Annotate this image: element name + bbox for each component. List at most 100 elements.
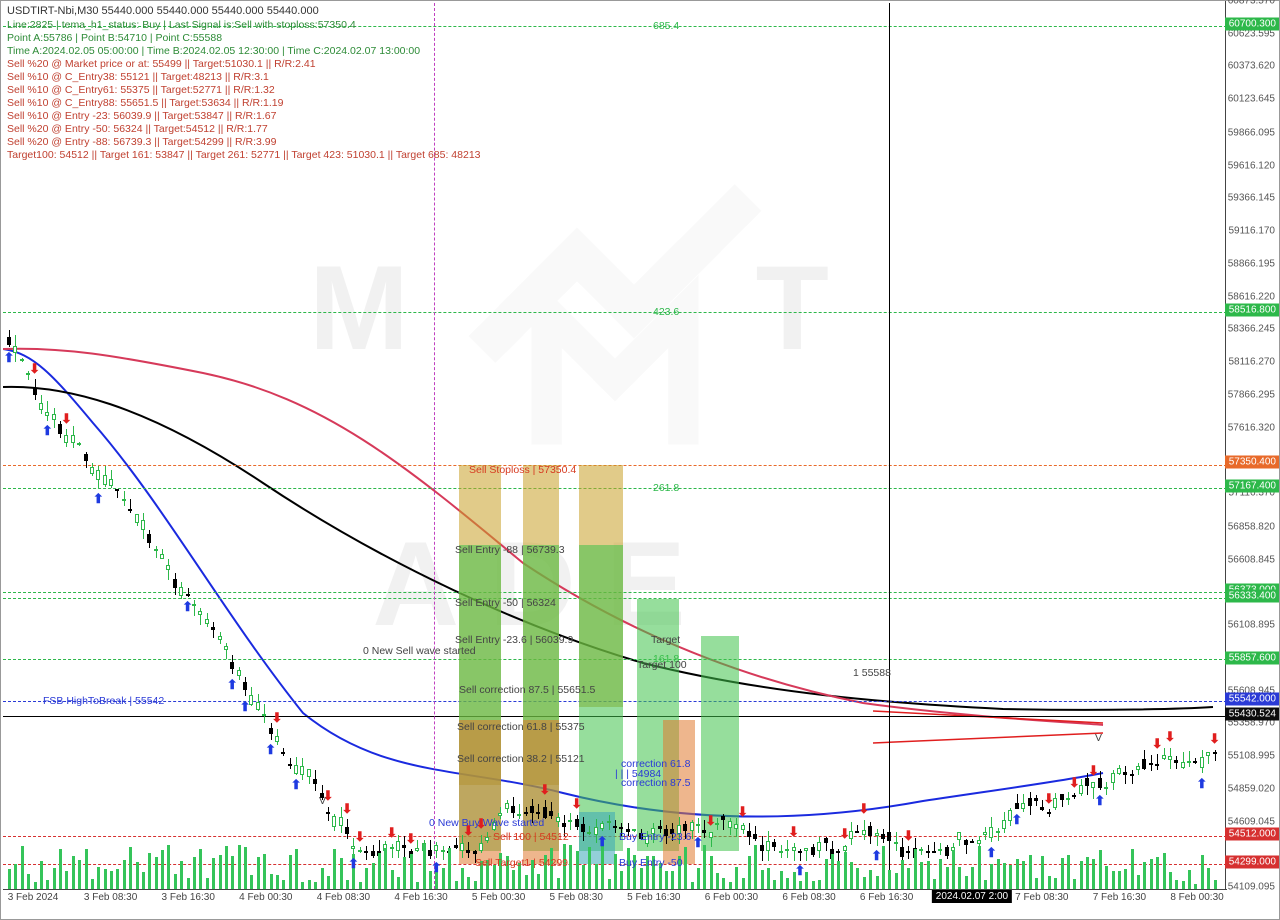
candle-body [358, 850, 362, 852]
signal-arrow-up-icon: ⬆ [1094, 796, 1105, 806]
volume-bar [780, 871, 783, 889]
candle-body [1091, 782, 1095, 788]
volume-bar [193, 857, 196, 889]
candle-body [919, 849, 923, 851]
volume-bar [837, 861, 840, 889]
candle-body [1181, 762, 1185, 768]
candle-body [135, 514, 139, 523]
volume-bar [691, 882, 694, 889]
candle-body [1200, 757, 1204, 767]
volume-bar [767, 868, 770, 889]
volume-bar [263, 854, 266, 889]
volume-bar [595, 864, 598, 889]
volume-bar [965, 876, 968, 889]
chart-annotation: Sell Stoploss | 57350.4 [469, 464, 576, 476]
candle-body [836, 851, 840, 853]
candle-wick [1132, 770, 1133, 784]
candle-body [313, 779, 317, 784]
volume-bar [914, 849, 917, 889]
volume-bar [1182, 881, 1185, 889]
volume-bar [869, 870, 872, 889]
info-line: Sell %20 @ Entry -88: 56739.3 || Target:… [7, 136, 276, 148]
info-line: Sell %10 @ C_Entry38: 55121 || Target:48… [7, 71, 269, 83]
candle-body [549, 811, 553, 816]
signal-arrow-up-icon: ⬆ [1011, 815, 1022, 825]
chart-annotation: Target [651, 634, 680, 646]
volume-bar [365, 868, 368, 889]
volume-bar [59, 849, 62, 889]
y-axis-marker: 54512.000 [1225, 828, 1279, 841]
candle-body [7, 337, 11, 346]
candle-body [875, 833, 879, 836]
volume-bar [199, 849, 202, 889]
candle-body [224, 646, 228, 650]
signal-arrow-up-icon: ⬆ [265, 745, 276, 755]
candle-body [307, 769, 311, 777]
candle-body [351, 846, 355, 849]
x-axis-label: 6 Feb 00:30 [705, 892, 758, 903]
signal-arrow-up-icon: ⬆ [4, 353, 15, 363]
volume-bar [608, 879, 611, 889]
volume-bar [1029, 855, 1032, 889]
candle-body [498, 813, 502, 815]
y-axis-marker: 55857.600 [1225, 651, 1279, 664]
candle-body [122, 499, 126, 501]
signal-arrow-down-icon: ⬇ [405, 834, 416, 844]
candle-body [1206, 752, 1210, 756]
vertical-line [434, 3, 435, 889]
candle-body [1028, 798, 1032, 806]
volume-bar [537, 874, 540, 889]
info-line: Sell %10 @ C_Entry61: 55375 || Target:52… [7, 84, 275, 96]
candle-body [906, 851, 910, 853]
x-axis-label: 4 Feb 08:30 [317, 892, 370, 903]
y-axis-label: 54109.095 [1228, 882, 1275, 893]
volume-bar [927, 861, 930, 889]
volume-bar [1137, 875, 1140, 889]
candle-body [887, 832, 891, 841]
x-axis-label: 3 Feb 08:30 [84, 892, 137, 903]
volume-bar [187, 878, 190, 889]
candle-body [945, 847, 949, 856]
volume-bar [1080, 861, 1083, 889]
candle-body [33, 388, 37, 395]
signal-arrow-down-icon: ⬇ [539, 785, 550, 795]
y-axis-label: 58616.220 [1228, 291, 1275, 302]
candle-body [530, 806, 534, 813]
volume-bar [455, 881, 458, 889]
x-axis-label: 4 Feb 16:30 [394, 892, 447, 903]
info-line: Sell %20 @ Entry -50: 56324 || Target:54… [7, 123, 268, 135]
volume-bar [1131, 849, 1134, 889]
volume-bar [110, 871, 113, 889]
vertical-line [889, 3, 890, 889]
volume-bar [180, 861, 183, 889]
candle-body [249, 695, 253, 705]
volume-bar [1092, 859, 1095, 890]
candle-body [843, 846, 847, 851]
candle-body [1174, 760, 1178, 763]
volume-bar [225, 846, 228, 889]
signal-arrow-up-icon: ⬆ [795, 866, 806, 876]
volume-bar [627, 848, 630, 889]
candle-body [1187, 761, 1191, 763]
signal-arrow-down-icon: ⬇ [386, 828, 397, 838]
signal-arrow-up-icon: ⬆ [692, 838, 703, 848]
signal-arrow-down-icon: ⬇ [571, 799, 582, 809]
x-axis-current-time: 2024.02.07 2:00 [932, 890, 1012, 903]
signal-arrow-down-icon: ⬇ [1152, 739, 1163, 749]
x-axis-label: 7 Feb 16:30 [1093, 892, 1146, 903]
candle-body [989, 827, 993, 837]
x-axis-label: 5 Feb 16:30 [627, 892, 680, 903]
candle-body [868, 826, 872, 836]
candle-body [1085, 778, 1089, 786]
volume-bar [359, 882, 362, 889]
candle-body [1136, 766, 1140, 770]
candle-body [983, 832, 987, 835]
volume-bar [901, 860, 904, 889]
volume-bar [888, 870, 891, 889]
volume-bar [97, 867, 100, 889]
volume-bar [397, 877, 400, 889]
volume-bar [72, 856, 75, 889]
candle-body [977, 840, 981, 844]
volume-bar [282, 880, 285, 889]
volume-bar [710, 856, 713, 889]
